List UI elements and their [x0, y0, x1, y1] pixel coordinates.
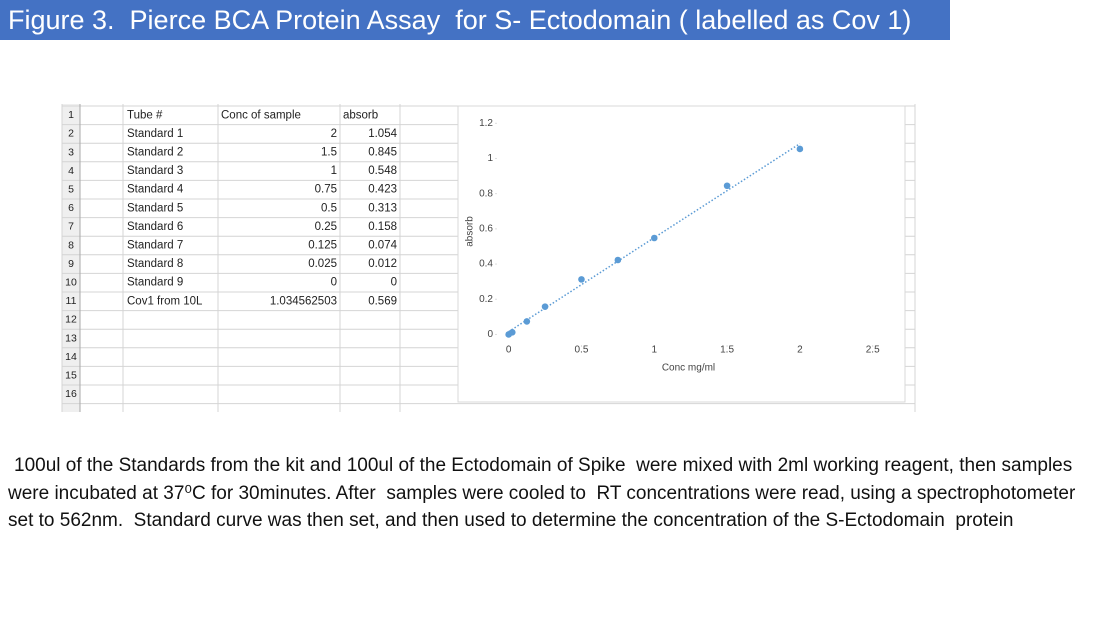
cell: 0.75 [315, 184, 337, 196]
cell: Standard 9 [127, 277, 183, 289]
cell: 0.5 [321, 202, 337, 214]
row-header-column [62, 104, 80, 412]
description: 100ul of the Standards from the kit and … [8, 455, 1081, 531]
y-tick-label: 0.8 [479, 188, 493, 199]
data-point [578, 276, 585, 283]
cell: 0.313 [368, 202, 397, 214]
row-number: 1 [68, 109, 74, 121]
row-number: 5 [68, 183, 74, 195]
cell: 0.548 [368, 165, 397, 177]
row-number: 8 [68, 239, 74, 251]
row-number: 2 [68, 128, 74, 140]
cell: 1.054 [368, 128, 397, 140]
row-number: 11 [66, 295, 77, 307]
row-number: 13 [65, 332, 77, 344]
cell: 0.569 [368, 295, 397, 307]
header-cell: Tube # [127, 109, 163, 121]
x-tick-label: 1 [651, 345, 657, 356]
row-number: 14 [65, 351, 77, 363]
cell: 0.125 [308, 240, 337, 252]
y-tick-label: 1.2 [479, 118, 493, 129]
cell: Standard 3 [127, 165, 183, 177]
data-point [505, 331, 512, 338]
cell: 0 [391, 277, 397, 289]
cell: 0.845 [368, 147, 397, 159]
cell: Standard 8 [127, 258, 183, 270]
row-number: 15 [65, 369, 77, 381]
y-tick-label: 0 [487, 329, 493, 340]
y-tick-label: 0.4 [479, 259, 493, 270]
y-tick-label: 0.6 [479, 224, 493, 235]
cell: Standard 1 [127, 128, 183, 140]
cell: Standard 7 [127, 240, 183, 252]
cell: Cov1 from 10L [127, 295, 203, 307]
cell: 0.423 [368, 184, 397, 196]
header-cell: Conc of sample [221, 109, 301, 121]
cell: Standard 5 [127, 202, 183, 214]
row-number: 9 [68, 258, 74, 270]
y-axis-title: absorb [465, 216, 476, 247]
cell: 2 [331, 128, 337, 140]
y-tick-label: 0.2 [479, 294, 493, 305]
row-number: 10 [65, 276, 77, 288]
header-cell: absorb [343, 109, 378, 121]
cell: 0.074 [368, 240, 397, 252]
row-number: 12 [65, 314, 77, 326]
y-tick-label: 1 [487, 153, 493, 164]
cell: 0.012 [368, 258, 397, 270]
cell: 0.25 [315, 221, 337, 233]
data-point [796, 145, 804, 153]
data-point [523, 318, 531, 325]
data-point [650, 234, 658, 242]
x-tick-label: 0 [506, 345, 512, 356]
x-axis-title: Conc mg/ml [662, 363, 715, 374]
cell: Standard 4 [127, 184, 184, 196]
cell: Standard 2 [127, 147, 183, 159]
cell: Standard 6 [127, 221, 183, 233]
chart: 0 0.2 0.4 0.6 0.8 1 1.2 0 0.5 1 1.5 2 2.5 Conc mg/ml a… [465, 118, 880, 374]
slide-title: Figure 3. Pierce BCA Protein Assay for S… [0, 0, 950, 40]
data-point [723, 182, 731, 190]
x-tick-label: 0.5 [575, 345, 589, 356]
row-number: 3 [68, 146, 74, 158]
cell: 1.034562503 [270, 295, 337, 307]
cell: 0 [331, 277, 337, 289]
data-point [614, 256, 622, 264]
chart-area [457, 105, 906, 403]
x-tick-label: 1.5 [720, 345, 734, 356]
x-tick-label: 2.5 [866, 345, 880, 356]
cell: 1 [331, 165, 337, 177]
cell: 0.025 [308, 258, 337, 270]
cell: 1.5 [321, 147, 337, 159]
row-number: 4 [68, 165, 74, 177]
x-tick-label: 2 [797, 345, 803, 356]
row-number: 6 [68, 202, 74, 214]
row-number: 16 [65, 388, 77, 400]
data-point [541, 303, 549, 310]
cell: 0.158 [368, 221, 397, 233]
row-number: 7 [68, 221, 74, 233]
